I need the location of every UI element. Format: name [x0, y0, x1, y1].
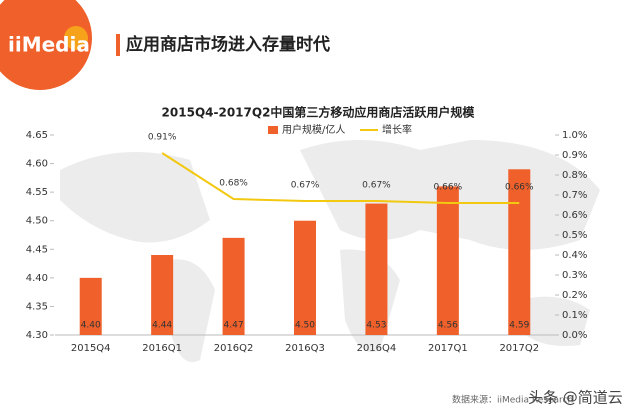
y2-tick-label: 0.6%	[562, 210, 587, 221]
bar-value-label: 4.40	[81, 321, 101, 331]
growth-line	[161, 152, 520, 204]
bar	[365, 203, 388, 335]
line-value-label: 0.66%	[434, 183, 463, 193]
watermark: 头条 @简道云	[528, 389, 623, 407]
bar-value-label: 4.44	[152, 321, 172, 331]
bar	[151, 255, 174, 335]
y-tick-label: 4.65	[26, 130, 48, 141]
chart-title: 2015Q4-2017Q2中国第三方移动应用商店活跃用户规模	[162, 105, 476, 120]
logo-circle	[0, 0, 92, 90]
y2-tick-label: 0.2%	[562, 290, 587, 301]
y2-tick-label: 0.7%	[562, 190, 587, 201]
line-value-label: 0.68%	[219, 179, 248, 189]
y-tick-label: 4.55	[26, 187, 48, 198]
y2-tick-label: 0.1%	[562, 310, 587, 321]
bar-value-label: 4.59	[509, 321, 529, 331]
y-tick-label: 4.50	[26, 216, 48, 227]
y2-tick-label: 0.4%	[562, 250, 587, 261]
x-tick-label: 2016Q1	[142, 343, 182, 354]
y2-tick-label: 0.0%	[562, 330, 587, 341]
x-tick-label: 2016Q2	[214, 343, 254, 354]
y-tick-label: 4.30	[26, 330, 48, 341]
line-value-label: 0.91%	[148, 133, 177, 143]
bar	[79, 277, 102, 335]
y2-tick-label: 0.9%	[562, 150, 587, 161]
y2-tick-label: 0.3%	[562, 270, 587, 281]
page-title: 应用商店市场进入存量时代	[126, 34, 330, 55]
source: 数据来源：iiMedia Research	[452, 394, 573, 406]
bar-value-label: 4.50	[295, 321, 315, 331]
x-tick-label: 2016Q4	[357, 343, 397, 354]
bar-value-label: 4.47	[224, 321, 244, 331]
x-tick-label: 2017Q1	[428, 343, 468, 354]
y-tick-label: 4.40	[26, 273, 48, 284]
legend-label: 用户规模/亿人	[282, 123, 345, 136]
logo: iiMedia	[8, 33, 90, 57]
bar	[508, 169, 531, 335]
y-tick-label: 4.60	[26, 159, 48, 170]
logo-badge	[64, 26, 88, 50]
x-tick-label: 2016Q3	[285, 343, 325, 354]
bar	[222, 237, 245, 335]
y-tick-label: 4.35	[26, 301, 48, 312]
line-value-label: 0.66%	[505, 183, 534, 193]
bar	[294, 220, 316, 335]
bar	[436, 186, 459, 335]
bar-value-label: 4.53	[366, 321, 386, 331]
line-value-label: 0.67%	[362, 181, 391, 191]
legend-label: 增长率	[382, 123, 412, 136]
legend-swatch	[268, 126, 278, 134]
title-accent	[116, 34, 120, 56]
line-value-label: 0.67%	[291, 181, 320, 191]
x-tick-label: 2017Q2	[499, 343, 539, 354]
y2-tick-label: 1.0%	[562, 130, 587, 141]
y2-tick-label: 0.5%	[562, 230, 587, 241]
y2-tick-label: 0.8%	[562, 170, 587, 181]
x-tick-label: 2015Q4	[71, 343, 111, 354]
bar-value-label: 4.56	[438, 321, 458, 331]
y-tick-label: 4.45	[26, 244, 48, 255]
